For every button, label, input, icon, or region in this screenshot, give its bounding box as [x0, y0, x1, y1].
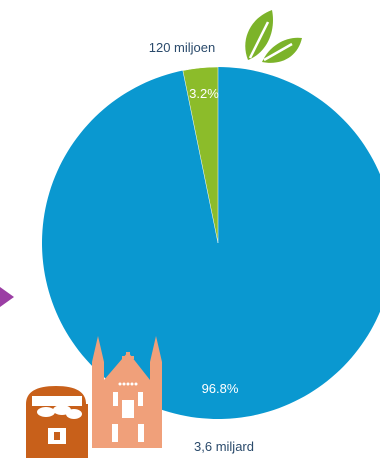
church-icon: [92, 336, 162, 448]
slice-small-percent-label: 3.2%: [189, 86, 219, 101]
arrow-right-icon: [0, 287, 14, 307]
pie-slice-large: [42, 67, 380, 419]
pie-slice-small: [182, 66, 219, 244]
treasure-chest-icon: [26, 386, 88, 458]
slice-large-percent-label: 96.8%: [202, 381, 239, 396]
leaf-icon: [245, 10, 302, 63]
slice-small-value-label: 120 miljoen: [149, 40, 216, 55]
slice-large-value-label: 3,6 miljard: [194, 439, 254, 454]
